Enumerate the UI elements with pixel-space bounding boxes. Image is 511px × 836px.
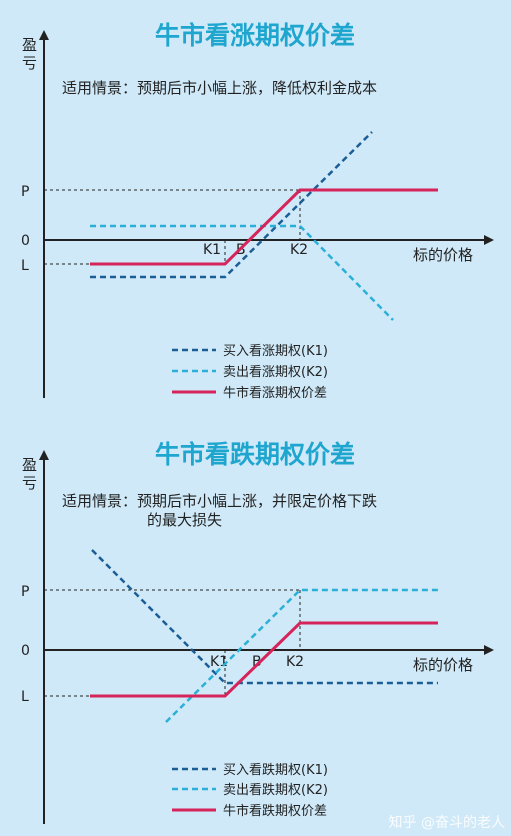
legend-buy-label: 买入看涨期权(K1) (223, 343, 328, 359)
y-axis-label-top: 盈 (22, 36, 37, 54)
bull-put-spread-panel: 牛市看跌期权价差 盈 亏 适用情景：预期后市小幅上涨，并限定价格下跌 的最大损失… (0, 418, 511, 836)
tick-l: L (21, 689, 29, 705)
y-axis-label-bottom: 亏 (22, 54, 37, 72)
legend: 买入看涨期权(K1) 卖出看涨期权(K2) 牛市看涨期权价差 (172, 343, 328, 401)
tick-p: P (21, 184, 29, 200)
panel-title: 牛市看跌期权价差 (155, 440, 355, 469)
legend: 买入看跌期权(K1) 卖出看跌期权(K2) 牛市看跌期权价差 (172, 762, 328, 819)
tick-k2: K2 (286, 654, 304, 670)
legend-combo-label: 牛市看涨期权价差 (223, 385, 327, 401)
buy-call-payoff-line (90, 131, 373, 279)
scenario-description: 适用情景：预期后市小幅上涨，降低权利金成本 (62, 79, 377, 97)
y-axis-label-top: 盈 (22, 456, 37, 474)
watermark: 知乎 @奋斗的老人 (388, 815, 505, 831)
tick-k2: K2 (290, 242, 308, 258)
tick-p: P (21, 584, 29, 600)
legend-sell-label: 卖出看涨期权(K2) (223, 364, 328, 380)
buy-put-payoff-line (91, 549, 438, 685)
panel-title: 牛市看涨期权价差 (155, 21, 355, 50)
sell-put-payoff-line (165, 588, 438, 723)
legend-buy-label: 买入看跌期权(K1) (223, 762, 328, 778)
scenario-description-line1: 适用情景：预期后市小幅上涨，并限定价格下跌 (62, 492, 377, 510)
tick-k1: K1 (203, 242, 221, 258)
legend-sell-label: 卖出看跌期权(K2) (223, 782, 328, 798)
tick-b: B (252, 654, 262, 670)
bull-put-spread-diagram: 牛市看跌期权价差 盈 亏 适用情景：预期后市小幅上涨，并限定价格下跌 的最大损失… (21, 440, 494, 824)
sell-call-payoff-line (90, 224, 394, 321)
y-axis-label-bottom: 亏 (22, 474, 37, 492)
x-axis-label: 标的价格 (413, 656, 473, 674)
bull-call-spread-diagram: 牛市看涨期权价差 盈 亏 适用情景：预期后市小幅上涨，降低权利金成本 标的价格 … (21, 21, 494, 401)
bull-call-spread-panel: 牛市看涨期权价差 盈 亏 适用情景：预期后市小幅上涨，降低权利金成本 标的价格 … (21, 21, 494, 401)
tick-zero: 0 (21, 643, 30, 659)
scenario-description-line2: 的最大损失 (147, 511, 222, 529)
legend-combo-label: 牛市看跌期权价差 (223, 803, 327, 819)
tick-zero: 0 (21, 233, 30, 249)
bull-put-spread-payoff-line (90, 621, 438, 698)
x-axis-label: 标的价格 (413, 246, 473, 264)
bull-call-spread-payoff-line (90, 188, 438, 266)
tick-l: L (21, 258, 29, 274)
